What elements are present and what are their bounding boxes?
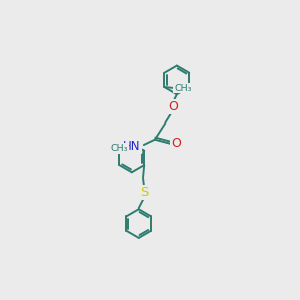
Text: O: O [168, 100, 178, 113]
Text: S: S [140, 186, 148, 199]
Text: CH₃: CH₃ [174, 84, 192, 93]
Text: O: O [171, 137, 181, 150]
Text: HN: HN [123, 140, 141, 153]
Text: CH₃: CH₃ [110, 144, 128, 153]
